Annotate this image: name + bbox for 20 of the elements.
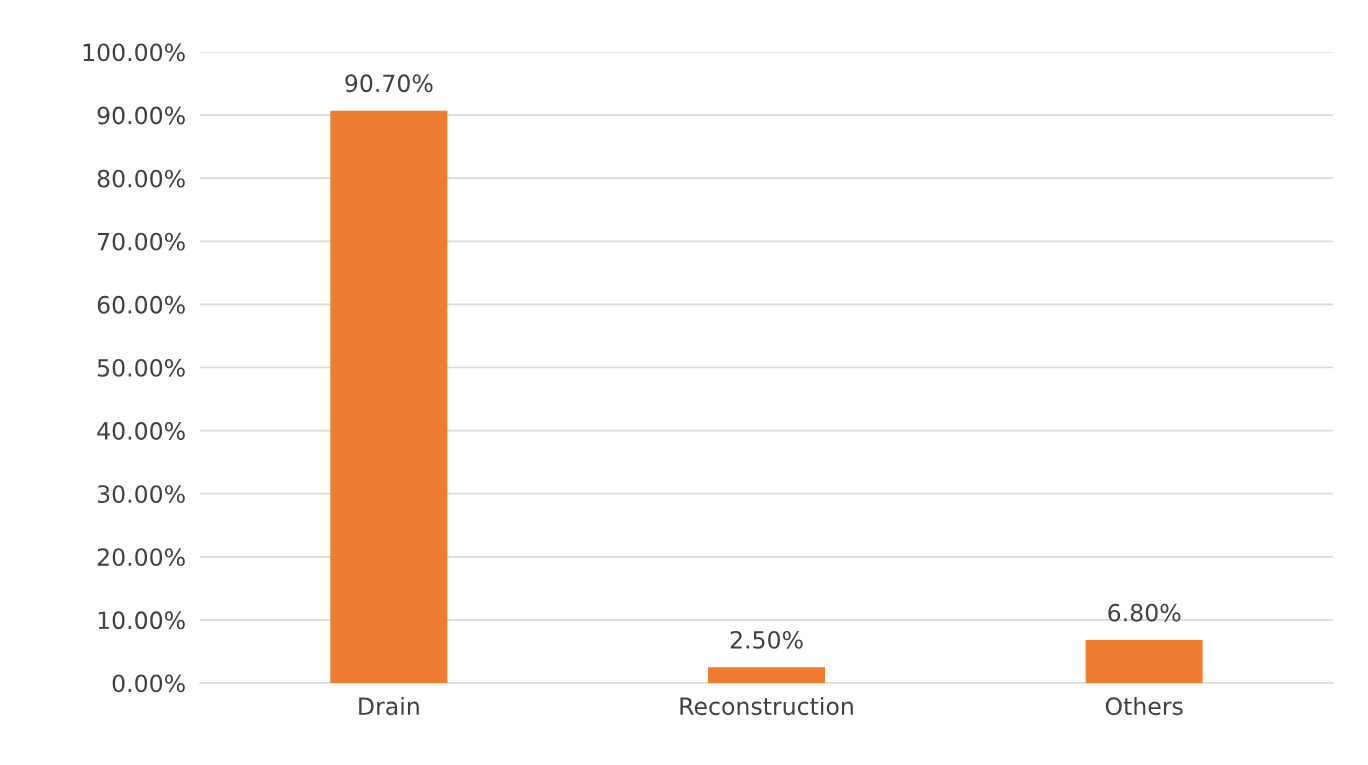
y-tick-label: 20.00% — [97, 548, 185, 567]
y-tick-label: 70.00% — [98, 232, 185, 251]
data-label: 2.50% — [730, 630, 803, 649]
data-label: 90.70% — [345, 74, 433, 93]
y-tick-label: 0.00% — [112, 674, 185, 693]
y-tick-label: 60.00% — [97, 295, 185, 314]
x-tick-label: Reconstruction — [680, 696, 853, 716]
y-tick-label: 80.00% — [97, 169, 185, 188]
y-tick-label: 10.00% — [98, 611, 185, 630]
bar — [1085, 640, 1203, 683]
y-tick-label: 100.00% — [83, 43, 185, 62]
data-label: 6.80% — [1108, 603, 1181, 622]
y-tick-label: 40.00% — [97, 422, 185, 440]
x-tick-label: Drain — [359, 696, 419, 716]
y-tick-label: 90.00% — [97, 106, 185, 125]
x-tick-label: Others — [1105, 696, 1183, 716]
y-tick-label: 50.00% — [97, 358, 185, 377]
bar — [330, 110, 448, 683]
bar — [707, 667, 826, 683]
y-tick-label: 30.00% — [97, 485, 185, 504]
